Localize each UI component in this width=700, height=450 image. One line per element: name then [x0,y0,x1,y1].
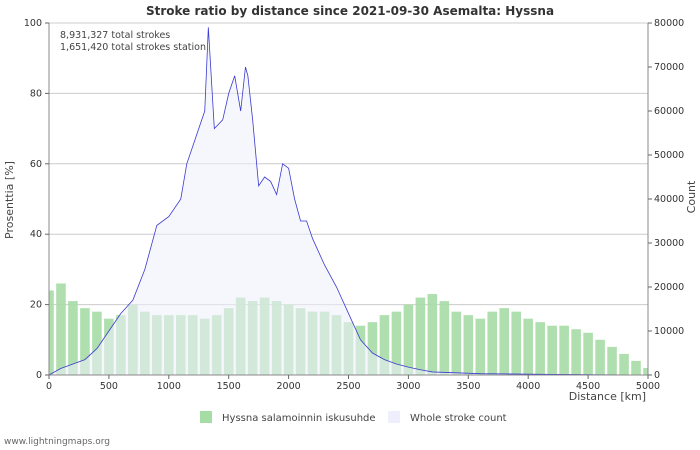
x-axis-label: Distance [km] [569,390,646,403]
x-tick-label: 0 [46,381,52,392]
x-tick-label: 500 [100,381,118,392]
bar [595,339,605,375]
bar [547,325,557,375]
y-axis-right-label: Count [685,180,698,213]
y-axis-left-label: Prosenttia [%] [3,161,16,239]
bar [427,294,438,375]
y-left-tick-label: 100 [24,18,42,29]
bar [535,322,545,375]
legend-swatch-count [388,411,400,423]
annotation-total-strokes: 8,931,327 total strokes [60,30,170,41]
x-tick-label: 2500 [336,381,360,392]
bar [619,353,629,375]
y-right-tick-label: 20000 [654,282,684,293]
legend-label-ratio: Hyssna salamoinnin iskusuhde [222,413,376,424]
bar [415,297,426,375]
bar [463,315,474,375]
bar [631,360,641,375]
chart-title: Stroke ratio by distance since 2021-09-3… [146,4,554,18]
y-left-tick-label: 20 [30,300,42,311]
y-right-tick-label: 50000 [654,150,684,161]
y-left-tick-label: 80 [30,88,42,99]
bar [367,322,378,375]
bar [511,311,522,375]
stroke-count-area [49,27,648,376]
bar [451,311,462,375]
footer-credit: www.lightningmaps.org [4,437,110,447]
bar [643,367,648,375]
bar [403,304,414,375]
bar [379,315,390,375]
bar [475,318,486,375]
bar [92,311,102,375]
stroke-count-line [48,27,649,376]
y-left-tick-label: 60 [30,159,42,170]
bar [583,332,593,375]
bar [49,290,54,375]
y-right-tick-label: 40000 [654,194,684,205]
x-tick-label: 1000 [157,381,181,392]
x-tick-label: 1500 [217,381,241,392]
y-right-tick-label: 10000 [654,326,684,337]
bar [607,346,617,375]
bar [571,329,581,375]
legend-label-count: Whole stroke count [410,413,507,424]
bar [559,325,569,375]
bar [391,311,402,375]
y-left-tick-label: 0 [36,370,42,381]
bar [68,301,78,375]
y-right-tick-label: 80000 [654,18,684,29]
y-left-tick-label: 40 [30,229,42,240]
x-tick-label: 5000 [636,381,660,392]
y-right-tick-label: 70000 [654,62,684,73]
x-tick-label: 2000 [277,381,301,392]
bar [487,311,498,375]
bar [523,318,533,375]
y-right-tick-label: 0 [654,370,660,381]
bar [439,301,450,375]
bar [80,308,90,375]
y-right-tick-label: 30000 [654,238,684,249]
x-tick-label: 4000 [516,381,540,392]
x-tick-label: 3000 [396,381,420,392]
legend-swatch-ratio [200,411,212,423]
x-tick-label: 3500 [456,381,480,392]
x-tick-label: 4500 [576,381,600,392]
annotation-station-strokes: 1,651,420 total strokes station [60,42,206,53]
bar [56,283,66,375]
y-right-tick-label: 60000 [654,106,684,117]
bar [499,308,510,375]
